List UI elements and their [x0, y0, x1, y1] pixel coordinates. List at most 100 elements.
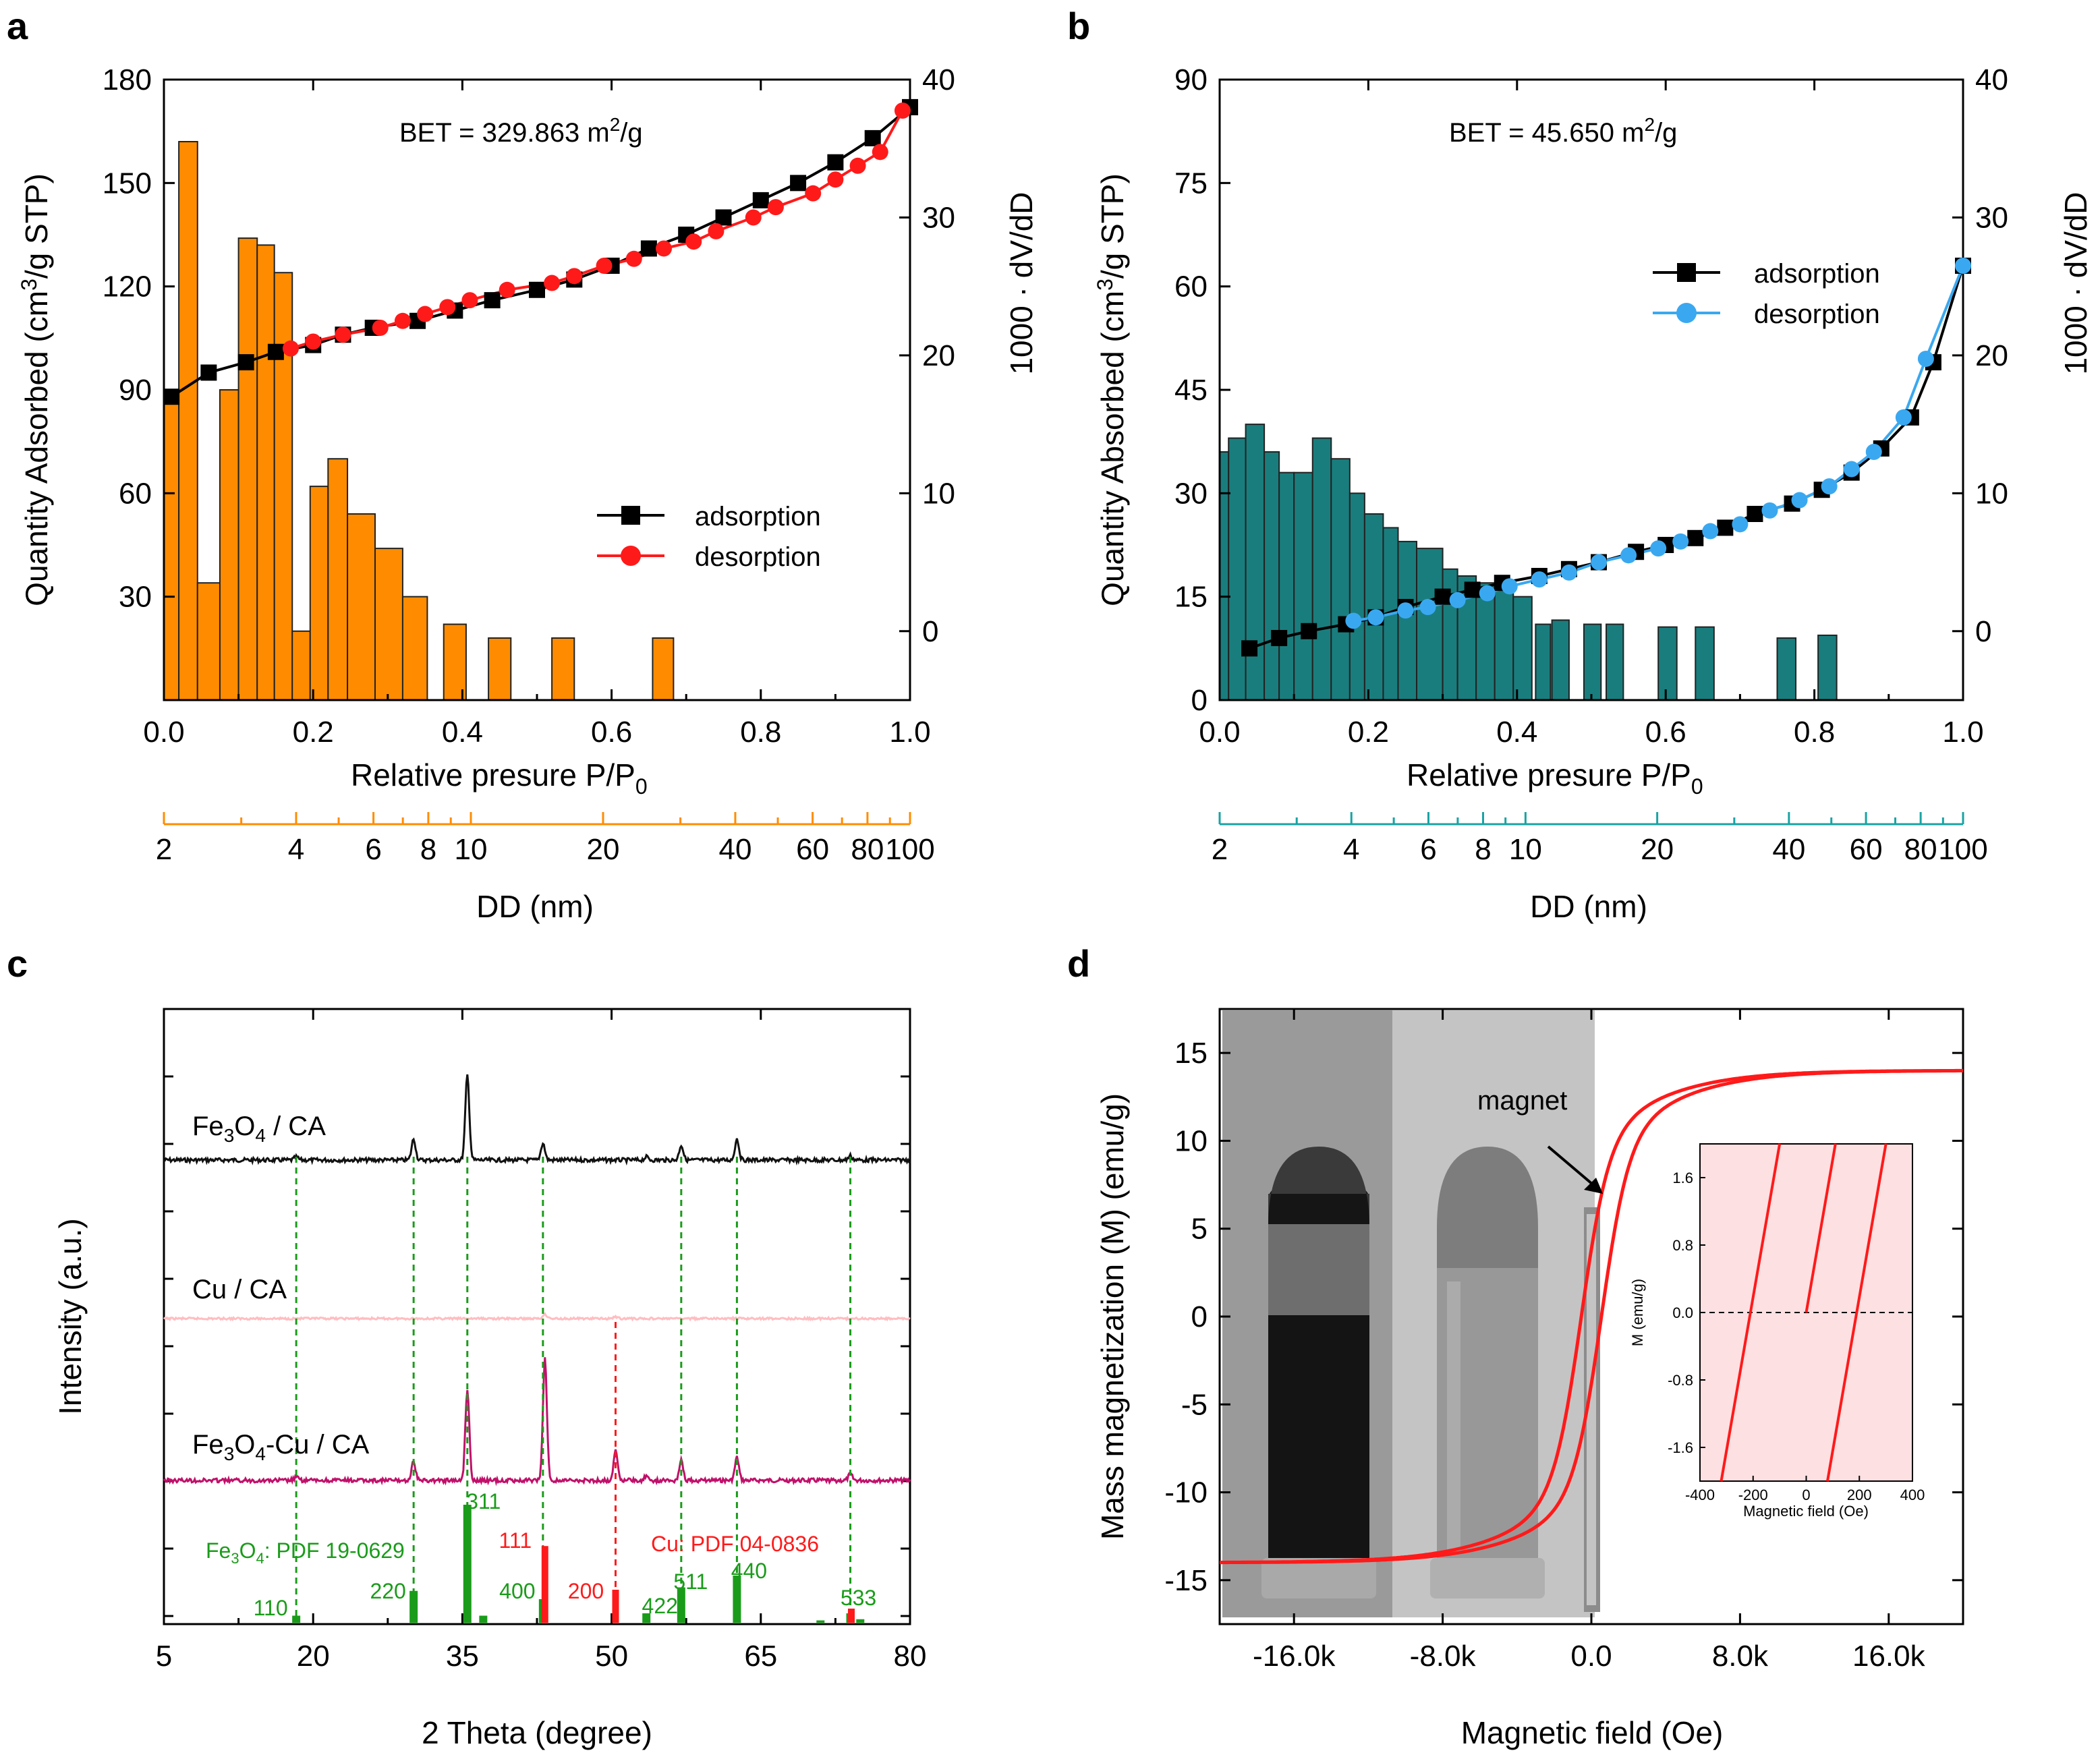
x-tick-label: 0.0: [143, 716, 184, 749]
hkl-label-cu: 200: [568, 1579, 604, 1603]
panel-b-series: [1241, 258, 1971, 657]
panel-c-xlabel: 2 Theta (degree): [422, 1715, 652, 1750]
x-tick-label: 50: [595, 1640, 628, 1673]
pore-size-bar: [1695, 626, 1715, 701]
desorption-point: [1672, 533, 1689, 550]
x2-tick-label: 8: [420, 833, 436, 866]
desorption-point: [1531, 571, 1548, 588]
legend-adsorption-label: adsorption: [1754, 259, 1880, 289]
pore-size-bar: [1657, 626, 1678, 701]
hkl-label-fe3o4: 110: [254, 1596, 288, 1620]
legend-adsorption-marker: [621, 506, 640, 525]
x2-tick-label: 2: [1212, 833, 1228, 866]
desorption-point: [1895, 409, 1912, 426]
inset-ylabel: M (emu/g): [1629, 1279, 1646, 1346]
panel-a-axes: 0.0 0.2 0.4 0.6 0.8 1.0 30 60 90 120 150 180 0 10 20 30…: [103, 63, 955, 866]
panel-b-xlabel: Relative presure P/P0: [1407, 757, 1703, 799]
x-tick-label: 0.8: [740, 716, 781, 749]
hkl-label-fe3o4: 440: [731, 1559, 767, 1583]
inset-x-tick-label: 0: [1802, 1487, 1810, 1503]
pore-size-bar: [1228, 437, 1247, 701]
magnet-arrow: [1547, 1145, 1599, 1190]
inset-loop-segment: [1720, 1143, 1782, 1482]
x-tick-label: 0.8: [1794, 716, 1835, 749]
legend-desorption-label: desorption: [695, 542, 821, 572]
adsorption-point: [1301, 623, 1317, 639]
y-tick-label: 5: [1191, 1213, 1208, 1246]
y-tick-label: 0: [1191, 1300, 1208, 1333]
panel-a-legend: adsorption desorption: [597, 502, 821, 572]
x-tick-label: 0.6: [1645, 716, 1686, 749]
ref-label-cu: Cu: PDF 04-0836: [651, 1532, 819, 1556]
x2-tick-label: 40: [718, 833, 751, 866]
ref-stick-cu: [847, 1609, 855, 1623]
y2-tick-label: 40: [922, 63, 955, 96]
inset-y-tick-label: 0.0: [1672, 1304, 1693, 1321]
panel-c-ylabel: Intensity (a.u.): [53, 1218, 88, 1414]
desorption-point: [1865, 444, 1882, 460]
panel-b-bars: [1219, 424, 1838, 701]
adsorption-point: [484, 292, 501, 309]
pore-size-bar: [1264, 451, 1280, 701]
desorption-point: [708, 223, 725, 239]
y-tick-label: -5: [1181, 1388, 1208, 1421]
hysteresis-branch-down: [1220, 1068, 1963, 1564]
pore-size-bar: [1245, 424, 1266, 701]
x2-tick-label: 10: [455, 833, 488, 866]
y-tick-label: 15: [1174, 581, 1208, 614]
panel-a-bet: BET = 329.863 m2/g: [399, 114, 643, 148]
desorption-point: [544, 275, 561, 291]
desorption-point: [1955, 258, 1971, 274]
desorption-point: [849, 157, 866, 174]
panel-d-xlabel: Magnetic field (Oe): [1461, 1715, 1724, 1750]
y2-tick-label: 40: [1975, 63, 2008, 96]
desorption-point: [745, 209, 762, 226]
legend-adsorption-marker: [1677, 263, 1696, 282]
panel-c-axes: 5 20 35 50 65 80: [156, 1009, 926, 1673]
panel-b: 0.0 0.2 0.4 0.6 0.8 1.0 0 15 30 45 60 75 90 0 10 20 30 40…: [1093, 63, 2093, 924]
desorption-point: [1449, 592, 1466, 608]
x-tick-label: 0.2: [1348, 716, 1389, 749]
pore-size-bar: [1776, 637, 1797, 701]
hkl-label-fe3o4: 400: [499, 1579, 535, 1603]
pore-size-bar: [1278, 471, 1295, 701]
y-tick-label: -15: [1164, 1564, 1208, 1597]
adsorption-point: [827, 154, 844, 171]
pore-size-bar: [1330, 458, 1351, 701]
pore-size-bar: [347, 513, 376, 701]
ref-stick-fe3o4: [292, 1615, 301, 1623]
pore-size-bar: [1219, 451, 1230, 701]
x-tick-label: 0.4: [442, 716, 483, 749]
panel-b-ylabel: Quantity Absorbed (cm3/g STP): [1093, 173, 1130, 606]
y-tick-label: 30: [1174, 477, 1208, 510]
pore-size-bar: [1535, 623, 1552, 701]
desorption-point: [439, 299, 456, 316]
adsorption-point: [1717, 519, 1734, 536]
panel-label-a: a: [7, 5, 28, 47]
desorption-point: [499, 281, 515, 298]
x2-tick-label: 100: [1938, 833, 1987, 866]
y2-tick-label: 10: [1975, 477, 2008, 510]
x-tick-label: 0.2: [293, 716, 334, 749]
desorption-point: [872, 144, 888, 161]
desorption-point: [1761, 502, 1778, 519]
xrd-trace: [163, 1357, 911, 1487]
adsorption-point: [200, 364, 217, 381]
adsorption-point: [529, 281, 545, 298]
ref-stick-fe3o4: [642, 1613, 651, 1623]
hkl-label-fe3o4: 533: [841, 1586, 876, 1610]
pore-size-bar: [196, 582, 221, 701]
panel-b-y2label: 1000 · dV/dD: [2058, 192, 2093, 374]
x-tick-label: -16.0k: [1253, 1640, 1336, 1673]
y-tick-label: 15: [1174, 1037, 1208, 1070]
pore-size-bar: [1583, 623, 1602, 701]
x-tick-label: 8.0k: [1712, 1640, 1769, 1673]
panel-d-series: [1220, 1068, 1963, 1565]
y-tick-label: 10: [1174, 1124, 1208, 1157]
y-tick-label: 180: [103, 63, 152, 96]
inset-x-tick-label: 200: [1847, 1487, 1872, 1503]
legend-desorption-label: desorption: [1754, 299, 1880, 329]
x2-tick-label: 100: [885, 833, 934, 866]
legend-desorption-marker: [621, 546, 641, 566]
